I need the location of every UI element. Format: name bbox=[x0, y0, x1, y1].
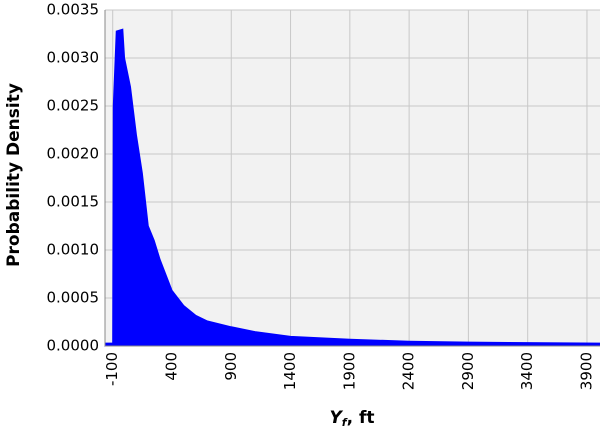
y-tick-label: 0.0005 bbox=[47, 289, 100, 307]
x-axis-symbol: Y bbox=[329, 408, 343, 428]
x-axis-title: Yf, ft bbox=[329, 408, 374, 429]
x-tick-label: 1400 bbox=[281, 352, 299, 390]
y-tick-label: 0.0000 bbox=[47, 337, 100, 355]
y-axis-title: Probability Density bbox=[4, 83, 24, 267]
y-tick-label: 0.0020 bbox=[47, 145, 100, 163]
x-tick-label: 900 bbox=[222, 352, 240, 381]
x-tick-label: 400 bbox=[162, 352, 180, 381]
x-axis-unit: , ft bbox=[347, 408, 375, 428]
x-tick-label: 2900 bbox=[459, 352, 477, 390]
x-tick-label: 1900 bbox=[340, 352, 358, 390]
x-tick-label: 2400 bbox=[400, 352, 418, 390]
y-tick-label: 0.0015 bbox=[47, 193, 100, 211]
y-tick-label: 0.0010 bbox=[47, 241, 100, 259]
density-area bbox=[104, 28, 600, 347]
y-tick-label: 0.0035 bbox=[47, 1, 100, 19]
y-tick-label: 0.0030 bbox=[47, 49, 100, 67]
plot-area bbox=[105, 10, 600, 346]
x-tick-label: -100 bbox=[103, 352, 121, 386]
x-tick-label: 3900 bbox=[577, 352, 595, 390]
y-tick-label: 0.0025 bbox=[47, 97, 100, 115]
x-axis-subscript: f bbox=[342, 416, 348, 429]
x-tick-label: 3400 bbox=[518, 352, 536, 390]
